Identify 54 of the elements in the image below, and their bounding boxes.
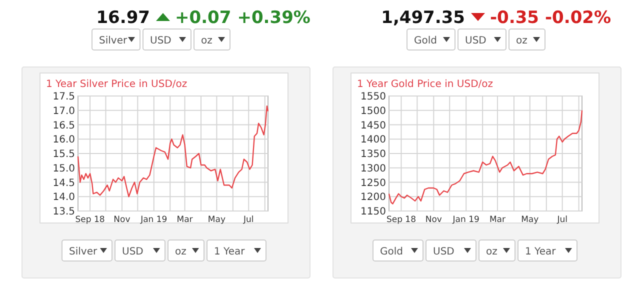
x-tick-label: Nov bbox=[114, 215, 130, 225]
text: oz bbox=[201, 36, 212, 46]
y-tick-label: 14.0 bbox=[52, 192, 75, 204]
x-tick-label: Jul bbox=[556, 215, 568, 225]
y-tick-label: 14.5 bbox=[52, 178, 75, 189]
text: 1 Year bbox=[214, 246, 246, 258]
text: +0.07 bbox=[175, 8, 232, 28]
text: Gold bbox=[414, 36, 437, 46]
y-tick-label: 1350 bbox=[360, 149, 386, 160]
y-tick-label: 1400 bbox=[360, 134, 386, 146]
text: Gold bbox=[380, 246, 403, 258]
text: 16.97 bbox=[96, 8, 150, 28]
x-tick-label: Jul bbox=[242, 215, 254, 225]
y-tick-label: 1250 bbox=[360, 178, 386, 189]
y-tick-label: 15.5 bbox=[52, 149, 75, 160]
y-tick-label: 17.0 bbox=[52, 106, 75, 117]
chart-title: 1 Year Gold Price in USD/oz bbox=[357, 79, 494, 90]
x-tick-label: Mar bbox=[489, 215, 506, 225]
text: USD bbox=[465, 36, 487, 46]
x-tick-label: May bbox=[521, 215, 539, 225]
line-series bbox=[77, 105, 269, 198]
text: oz bbox=[175, 246, 186, 258]
x-tick-label: Mar bbox=[176, 215, 194, 225]
text: USD bbox=[122, 246, 144, 258]
x-tick-label: Jan 19 bbox=[452, 215, 480, 225]
y-tick-label: 17.5 bbox=[52, 92, 75, 102]
y-tick-label: 1550 bbox=[360, 92, 386, 102]
text: Silver bbox=[69, 246, 98, 258]
x-tick-label: Nov bbox=[425, 215, 442, 225]
y-tick-label: 15.0 bbox=[52, 163, 75, 174]
text: -0.02% bbox=[545, 8, 612, 28]
y-tick-label: 1150 bbox=[360, 206, 386, 218]
text: USD bbox=[150, 36, 172, 46]
y-tick-label: 13.5 bbox=[52, 206, 75, 218]
text: +0.39% bbox=[237, 8, 310, 28]
text: 1 Year bbox=[525, 246, 557, 258]
y-tick-label: 1200 bbox=[360, 192, 386, 204]
y-tick-label: 1500 bbox=[360, 106, 386, 117]
y-tick-label: 16.5 bbox=[52, 120, 75, 132]
text: oz bbox=[486, 246, 498, 258]
text: Silver bbox=[99, 36, 128, 46]
x-tick-label: Sep 18 bbox=[75, 215, 105, 225]
chart-title: 1 Year Silver Price in USD/oz bbox=[46, 79, 188, 90]
x-tick-label: May bbox=[208, 215, 226, 225]
x-tick-label: Jan 19 bbox=[140, 215, 168, 225]
text: 1,497.35 bbox=[381, 8, 465, 28]
line-series bbox=[388, 110, 583, 204]
y-tick-label: 16.0 bbox=[52, 134, 75, 146]
text: -0.35 bbox=[490, 8, 539, 28]
y-tick-label: 1300 bbox=[360, 163, 386, 174]
text: USD bbox=[433, 246, 455, 258]
y-tick-label: 1450 bbox=[360, 120, 386, 132]
text: oz bbox=[516, 36, 528, 46]
x-tick-label: Sep 18 bbox=[386, 215, 416, 225]
